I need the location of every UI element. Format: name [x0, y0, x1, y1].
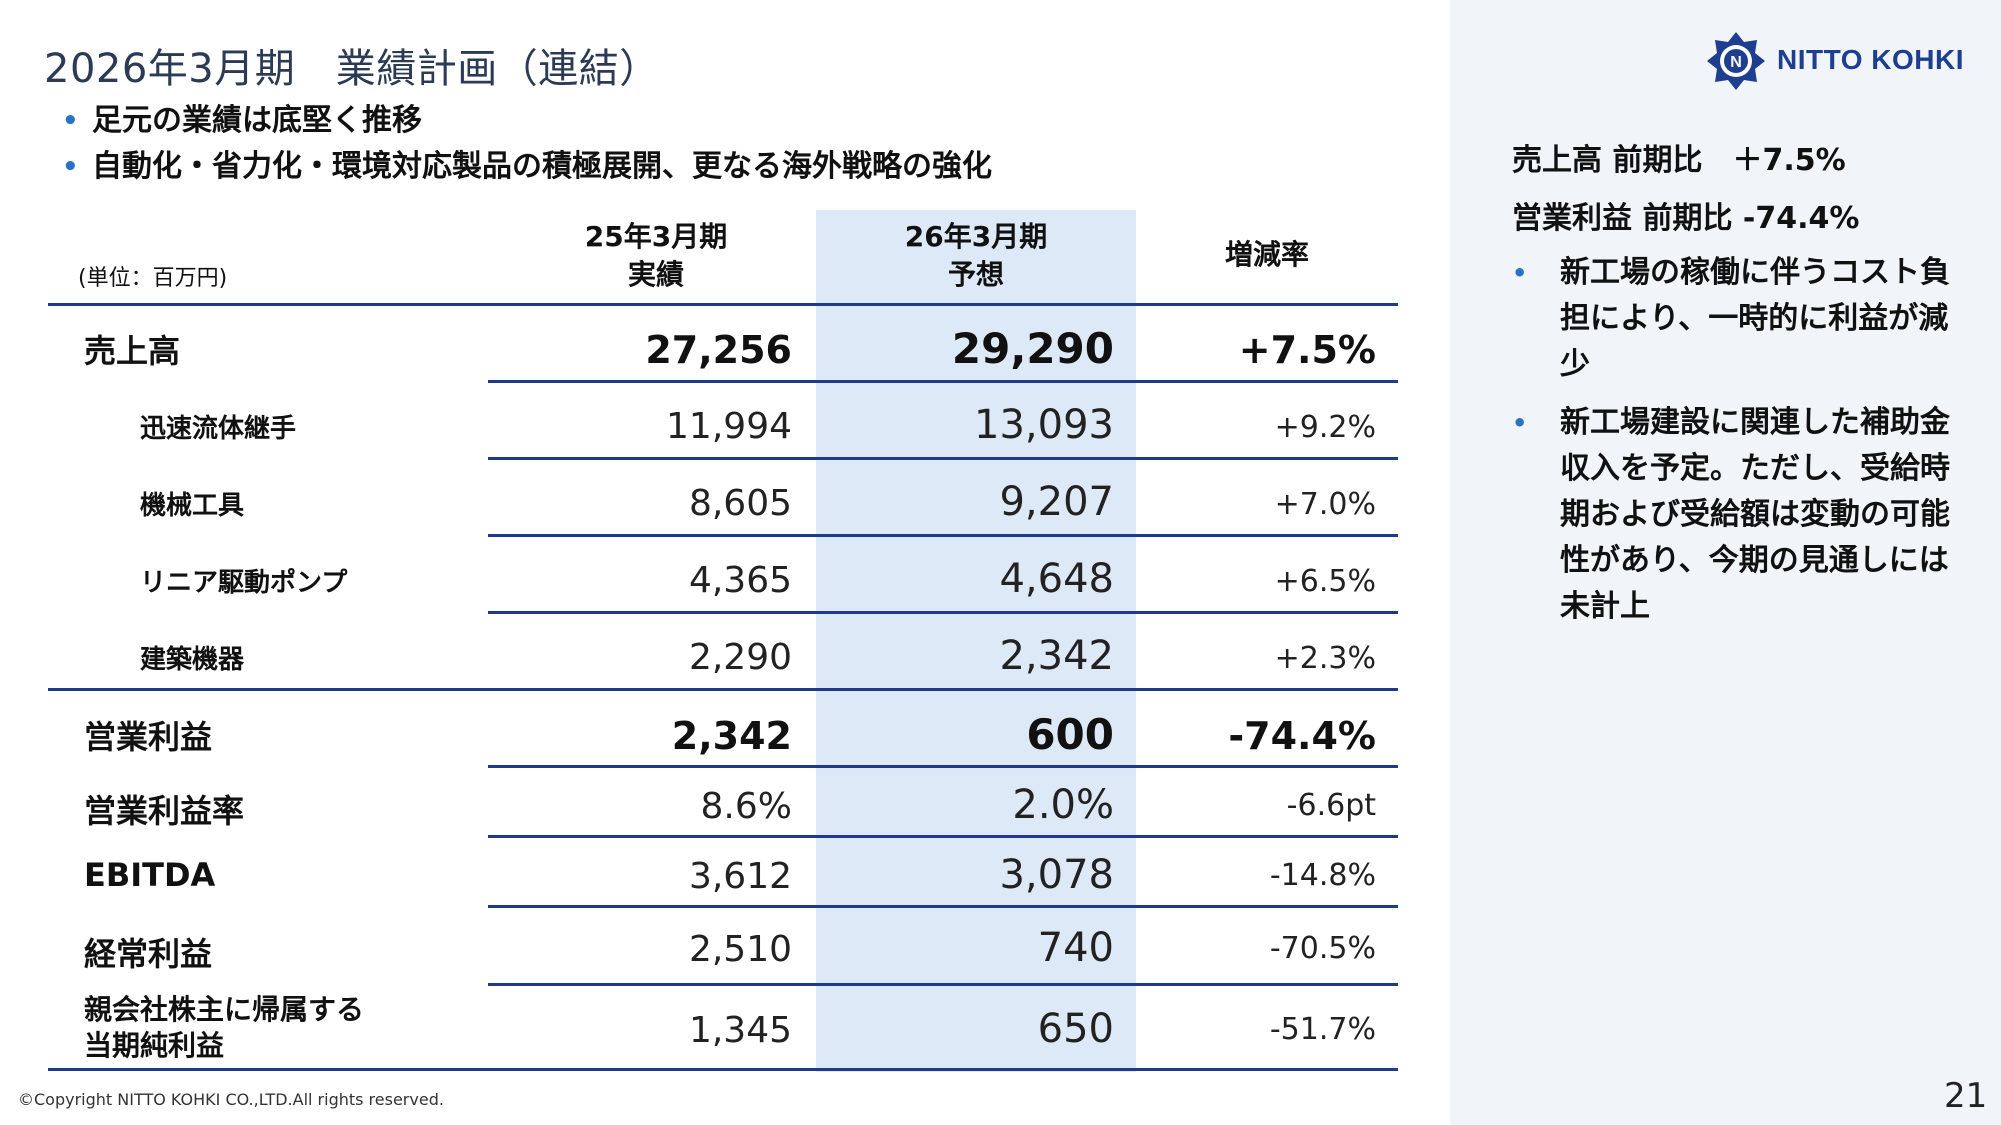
value-prev: 3,612	[688, 856, 792, 897]
value-forecast: 2.0%	[1012, 782, 1114, 828]
intro-bullet-text: 足元の業績は底堅く推移	[92, 103, 422, 138]
company-logo: N NITTO KOHKI	[1705, 30, 1965, 90]
value-rate: +7.5%	[1238, 328, 1376, 372]
value-prev: 2,290	[688, 637, 792, 678]
row-label-ebitda: EBITDA	[84, 856, 216, 894]
svg-text:N: N	[1730, 54, 1742, 71]
table-rule	[488, 983, 1398, 986]
value-rate: -6.6pt	[1286, 788, 1376, 823]
value-forecast: 13,093	[974, 402, 1114, 448]
value-forecast: 4,648	[999, 556, 1114, 602]
value-forecast: 740	[1037, 925, 1114, 971]
unit-label: (単位：百万円)	[78, 266, 228, 291]
row-label-sales: 売上高	[84, 332, 181, 370]
table-rule	[488, 534, 1398, 537]
summary-operating-profit: 営業利益 前期比 -74.4%	[1512, 201, 1860, 236]
value-prev: 1,345	[688, 1010, 792, 1051]
table-rule	[48, 1068, 1398, 1071]
page-title: 2026年3月期 業績計画（連結）	[44, 46, 660, 92]
value-prev: 8.6%	[700, 786, 792, 827]
value-rate: +7.0%	[1274, 487, 1376, 522]
bullet-dot-icon: •	[1512, 409, 1528, 437]
bullet-dot-icon: •	[1512, 259, 1528, 287]
value-rate: +6.5%	[1274, 564, 1376, 599]
commentary-text: 新工場建設に関連した補助金収入を予定。ただし、受給時期および受給額は変動の可能性…	[1560, 405, 1950, 624]
page-number: 21	[1944, 1076, 1988, 1116]
row-label-net-income: 親会社株主に帰属する 当期純利益	[84, 993, 365, 1062]
row-label-segment: 建築機器	[140, 645, 245, 675]
value-rate: -74.4%	[1228, 714, 1376, 758]
intro-bullet-text: 自動化・省力化・環境対応製品の積極展開、更なる海外戦略の強化	[92, 149, 992, 184]
forecast-table: (単位：百万円) 25年3月期 実績 26年3月期 予想 増減率 売上高 27,…	[48, 210, 1398, 1072]
row-label-ordinary-profit: 経常利益	[84, 935, 213, 973]
value-forecast: 9,207	[999, 479, 1114, 525]
commentary-bullets: • 新工場の稼働に伴うコスト負担により、一時的に利益が減少 • 新工場建設に関連…	[1512, 250, 1972, 642]
intro-bullets: • 足元の業績は底堅く推移 • 自動化・省力化・環境対応製品の積極展開、更なる海…	[62, 98, 992, 190]
commentary-bullet: • 新工場の稼働に伴うコスト負担により、一時的に利益が減少	[1512, 250, 1972, 388]
commentary-text: 新工場の稼働に伴うコスト負担により、一時的に利益が減少	[1560, 255, 1950, 382]
intro-bullet: • 自動化・省力化・環境対応製品の積極展開、更なる海外戦略の強化	[62, 144, 992, 190]
bullet-dot-icon: •	[62, 106, 79, 136]
value-rate: -51.7%	[1269, 1012, 1376, 1047]
value-prev: 8,605	[688, 483, 792, 524]
row-label-segment: リニア駆動ポンプ	[140, 568, 348, 598]
row-label-segment: 迅速流体継手	[140, 414, 297, 444]
row-label-operating-margin: 営業利益率	[84, 792, 245, 830]
value-prev: 4,365	[688, 560, 792, 601]
table-rule	[488, 835, 1398, 838]
row-label-operating-profit: 営業利益	[84, 718, 213, 756]
value-rate: +2.3%	[1274, 641, 1376, 676]
forecast-column-highlight	[816, 210, 1136, 1072]
header-change-rate: 増減率	[1224, 238, 1309, 271]
table-rule	[488, 905, 1398, 908]
table-rule	[488, 765, 1398, 768]
header-forecast: 26年3月期 予想	[904, 220, 1048, 291]
copyright: ©Copyright NITTO KOHKI CO.,LTD.All right…	[18, 1090, 444, 1109]
commentary-bullet: • 新工場建設に関連した補助金収入を予定。ただし、受給時期および受給額は変動の可…	[1512, 400, 1972, 630]
value-rate: -70.5%	[1269, 931, 1376, 966]
table-rule	[488, 611, 1398, 614]
table-rule	[48, 303, 1398, 306]
table-rule	[488, 457, 1398, 460]
value-forecast: 29,290	[951, 324, 1114, 373]
value-forecast: 2,342	[999, 633, 1114, 679]
logo-text: NITTO KOHKI	[1777, 44, 1964, 75]
table-rule	[488, 380, 1398, 383]
value-forecast: 3,078	[999, 852, 1114, 898]
right-panel	[1450, 0, 2001, 1125]
nitto-kohki-logo-icon: N	[1707, 32, 1765, 90]
summary-sales: 売上高 前期比 ＋7.5%	[1512, 143, 1846, 178]
intro-bullet: • 足元の業績は底堅く推移	[62, 98, 992, 144]
value-forecast: 650	[1037, 1006, 1114, 1052]
row-label-segment: 機械工具	[140, 491, 245, 521]
value-forecast: 600	[1026, 710, 1114, 759]
value-rate: -14.8%	[1269, 858, 1376, 893]
header-prev-year: 25年3月期 実績	[584, 220, 728, 291]
summary: 売上高 前期比 ＋7.5% 営業利益 前期比 -74.4%	[1512, 132, 1859, 248]
value-prev: 2,510	[688, 929, 792, 970]
value-rate: +9.2%	[1274, 410, 1376, 445]
value-prev: 27,256	[645, 328, 792, 372]
value-prev: 11,994	[666, 406, 792, 447]
table-rule	[48, 688, 1398, 691]
bullet-dot-icon: •	[62, 152, 79, 182]
value-prev: 2,342	[671, 714, 792, 758]
